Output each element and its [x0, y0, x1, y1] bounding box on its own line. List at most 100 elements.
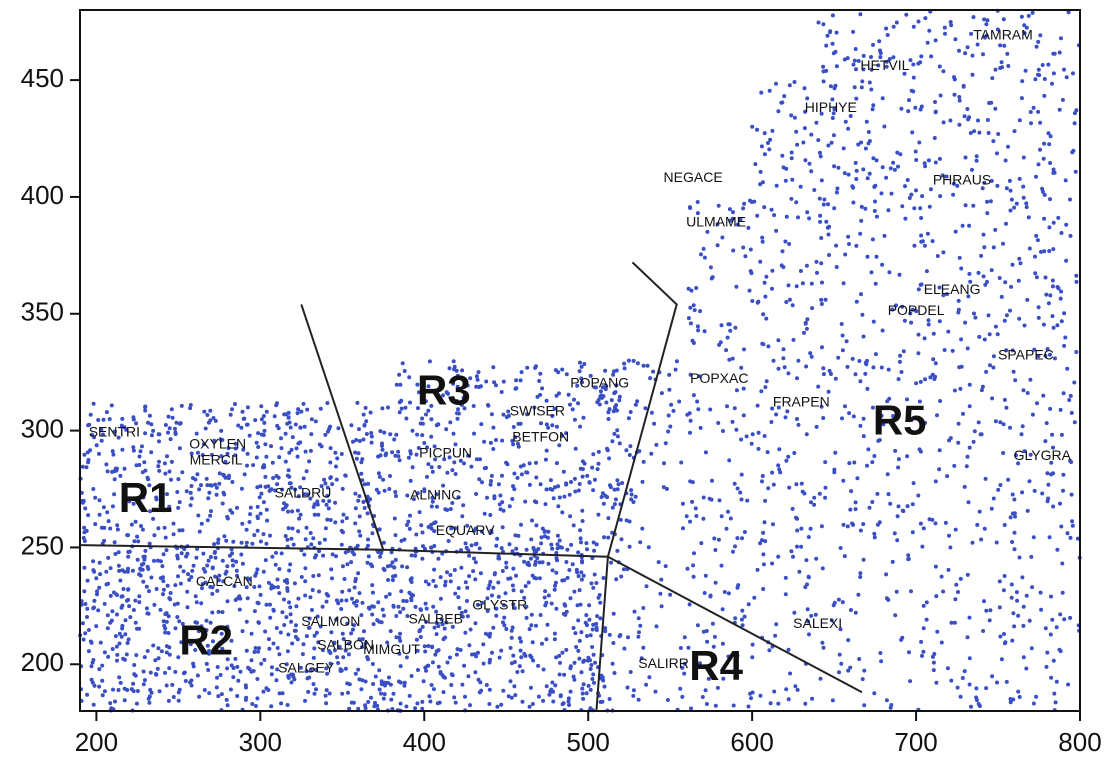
data-point [594, 581, 599, 585]
data-point [463, 630, 468, 635]
data-point [80, 621, 85, 626]
data-point [314, 668, 319, 672]
data-point [413, 706, 418, 711]
data-point [165, 492, 169, 497]
data-point [82, 589, 87, 594]
data-point [830, 13, 835, 18]
data-point [933, 521, 938, 526]
data-point [893, 613, 898, 618]
data-point [1041, 156, 1046, 161]
data-point [865, 176, 870, 181]
data-point [287, 450, 292, 455]
data-point [1036, 162, 1041, 167]
data-point [463, 580, 468, 585]
data-point [796, 358, 801, 363]
data-point [984, 686, 989, 691]
data-point [529, 537, 534, 542]
data-point [432, 625, 437, 630]
data-point [255, 504, 260, 509]
data-point [134, 463, 139, 468]
data-point [774, 228, 779, 233]
data-point [304, 525, 309, 530]
data-point [591, 452, 596, 457]
data-point [802, 491, 807, 496]
data-point [177, 687, 182, 692]
data-point [413, 604, 418, 609]
data-point [522, 559, 527, 564]
data-point [432, 567, 437, 572]
data-point [995, 27, 1000, 32]
data-point [397, 410, 402, 415]
data-point [248, 512, 253, 517]
data-point [903, 216, 908, 221]
data-point [666, 429, 671, 434]
data-point [805, 317, 810, 322]
data-point [875, 491, 880, 496]
data-point [937, 285, 942, 290]
data-point [233, 453, 238, 458]
data-point [1062, 67, 1066, 72]
data-point [550, 423, 555, 428]
data-point [461, 395, 466, 400]
data-point [244, 648, 249, 653]
data-point [908, 311, 913, 316]
data-point [952, 620, 957, 625]
data-point [225, 657, 230, 662]
data-point [237, 607, 242, 612]
data-point [910, 530, 915, 535]
data-point [275, 482, 280, 487]
data-point [1017, 555, 1022, 560]
data-point [690, 338, 695, 343]
data-point [330, 576, 334, 581]
species-label: ULMAME [686, 213, 746, 229]
data-point [911, 481, 916, 486]
data-point [324, 592, 329, 596]
data-point [428, 699, 433, 704]
data-point [288, 605, 293, 610]
data-point [452, 460, 457, 465]
data-point [204, 661, 209, 666]
data-point [698, 309, 703, 314]
data-point [899, 370, 904, 374]
data-point [755, 127, 759, 132]
data-point [887, 57, 892, 61]
data-point [561, 469, 566, 474]
data-point [544, 637, 549, 642]
data-point [510, 438, 515, 443]
data-point [245, 405, 250, 410]
data-point [167, 596, 172, 601]
data-point [511, 484, 515, 489]
data-point [793, 684, 798, 689]
data-point [984, 22, 989, 27]
data-point [341, 655, 346, 660]
data-point [1056, 215, 1061, 220]
data-point [919, 233, 924, 238]
data-point [191, 563, 196, 568]
data-point [1001, 588, 1006, 593]
data-point [853, 507, 858, 512]
data-point [680, 694, 685, 699]
data-point [697, 374, 702, 379]
data-point [1027, 618, 1032, 623]
data-point [790, 177, 795, 182]
data-point [255, 528, 260, 533]
data-point [823, 297, 828, 302]
data-point [465, 585, 470, 590]
data-point [587, 603, 592, 608]
data-point [370, 604, 375, 609]
data-point [1044, 421, 1049, 426]
data-point [96, 608, 101, 613]
data-point [283, 431, 288, 436]
data-point [666, 413, 671, 418]
data-point [913, 149, 918, 154]
data-point [482, 511, 487, 516]
data-point [95, 592, 99, 597]
data-point [356, 706, 361, 711]
data-point [350, 596, 354, 601]
data-point [420, 530, 425, 535]
data-point [420, 385, 424, 390]
data-point [826, 202, 830, 207]
data-point [866, 141, 871, 146]
data-point [554, 461, 559, 466]
data-point [466, 674, 471, 679]
